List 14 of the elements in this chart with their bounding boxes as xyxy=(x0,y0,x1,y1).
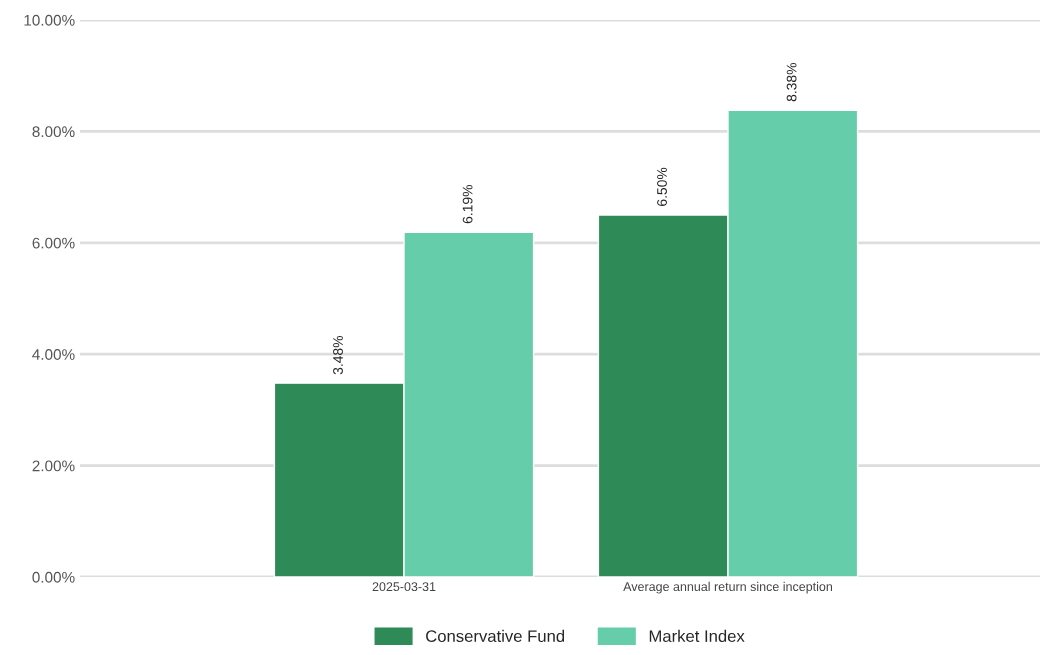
x-tick-label: Average annual return since inception xyxy=(623,581,833,594)
y-tick-label: 8.00% xyxy=(32,126,75,138)
text: 3.48% xyxy=(333,335,343,375)
x-tick-label: 2025-03-31 xyxy=(372,582,436,592)
y-tick-label: 2.00% xyxy=(32,460,75,472)
y-tick-label: 6.00% xyxy=(32,237,75,249)
legend-label: Conservative Fund xyxy=(426,629,565,643)
text: 6.50% xyxy=(657,167,667,206)
y-tick-label: 4.00% xyxy=(32,349,75,360)
text: 6.19% xyxy=(462,185,473,224)
y-tick-label: 10.00% xyxy=(24,14,75,26)
legend-label: Market Index xyxy=(649,629,745,643)
y-tick-label: 0.00% xyxy=(32,571,75,583)
text: 8.38% xyxy=(786,63,797,102)
